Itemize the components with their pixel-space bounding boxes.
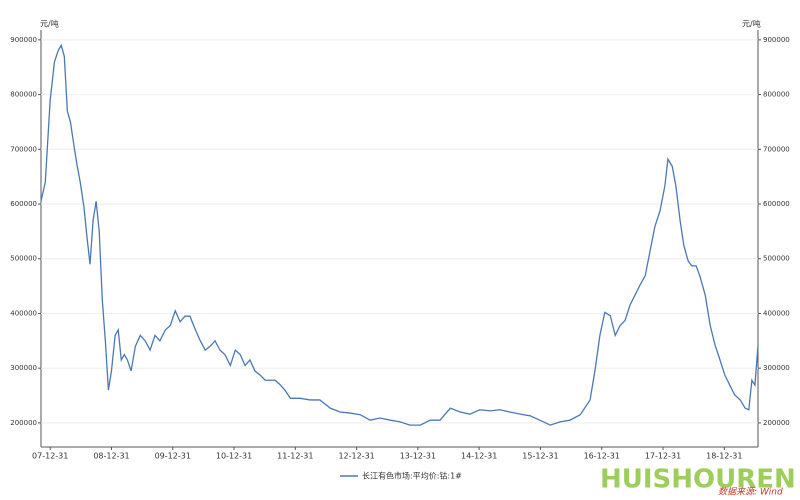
y2-tick-label: 800000 [763, 91, 790, 99]
x-tick-label: 16-12-31 [584, 452, 620, 461]
y-tick-label: 800000 [10, 91, 37, 99]
y-tick-label: 500000 [10, 255, 37, 263]
x-tick-label: 18-12-31 [706, 452, 742, 461]
y2-unit: 元/吨 [742, 19, 761, 29]
series-line [40, 43, 759, 426]
y2-tick-label: 200000 [763, 419, 790, 427]
x-tick-label: 08-12-31 [93, 452, 129, 461]
y2-tick-label: 400000 [763, 309, 790, 317]
y2-tick-label: 700000 [763, 145, 790, 153]
x-tick-label: 13-12-31 [400, 452, 436, 461]
x-tick-label: 15-12-31 [522, 452, 558, 461]
x-tick-label: 07-12-31 [32, 452, 68, 461]
watermark: HUISHOUREN [600, 465, 796, 495]
y2-tick-label: 600000 [763, 200, 790, 208]
y-tick-label: 900000 [10, 36, 37, 44]
x-tick-label: 14-12-31 [461, 452, 497, 461]
y-tick-label: 200000 [10, 419, 37, 427]
y2-tick-label: 300000 [763, 364, 790, 372]
y-tick-label: 300000 [10, 364, 37, 372]
y-tick-label: 700000 [10, 145, 37, 153]
legend-label: 长江有色市场:平均价:钴:1# [362, 471, 462, 481]
source-note: 数据来源: Wind [718, 487, 783, 498]
y2-tick-label: 900000 [763, 36, 790, 44]
x-tick-label: 11-12-31 [277, 452, 313, 461]
y-tick-label: 400000 [10, 309, 37, 317]
x-tick-label: 09-12-31 [155, 452, 191, 461]
y-tick-label: 600000 [10, 200, 37, 208]
x-tick-label: 10-12-31 [216, 452, 252, 461]
y2-tick-label: 500000 [763, 255, 790, 263]
y-unit: 元/吨 [40, 19, 59, 29]
x-tick-label: 17-12-31 [645, 452, 681, 461]
x-tick-label: 12-12-31 [338, 452, 374, 461]
